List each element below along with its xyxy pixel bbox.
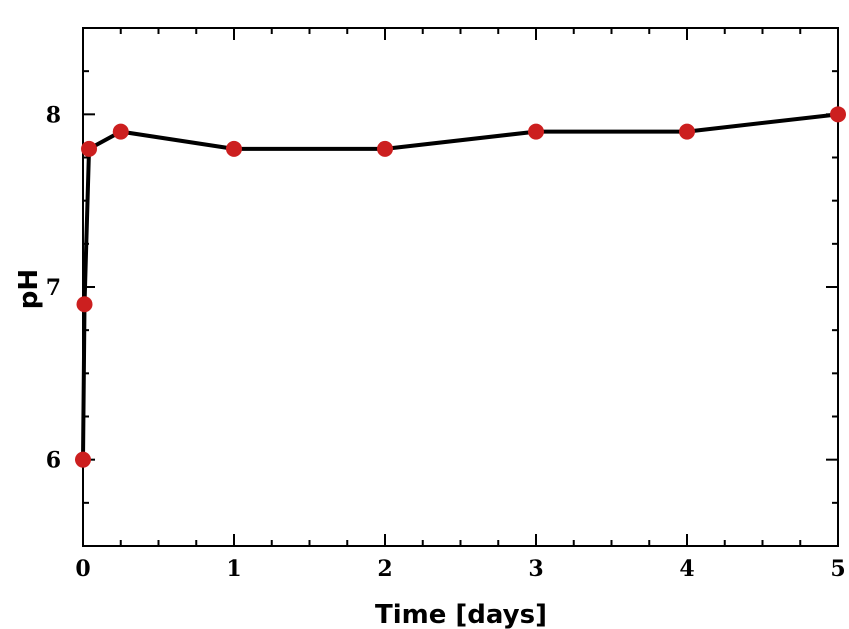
- x-tick-label: 1: [226, 556, 241, 582]
- data-point: [75, 451, 91, 468]
- data-series: [75, 106, 846, 468]
- y-tick-label: 7: [46, 275, 61, 301]
- data-point: [76, 296, 93, 313]
- x-tick-label: 5: [830, 556, 845, 582]
- x-axis-title: Time [days]: [375, 600, 547, 629]
- data-point: [528, 123, 544, 140]
- x-tick-labels: 0 1 2 3 4 5: [75, 556, 845, 582]
- data-point: [226, 140, 242, 157]
- axes: [82, 27, 839, 547]
- data-point: [830, 106, 846, 123]
- axis-ticks: [82, 27, 839, 547]
- data-point: [81, 140, 98, 157]
- plot-frame: [82, 27, 839, 547]
- x-tick-label: 0: [75, 556, 90, 582]
- data-point: [679, 123, 695, 140]
- y-tick-label: 8: [46, 102, 61, 128]
- data-point: [377, 140, 393, 157]
- data-point: [112, 123, 129, 140]
- series-line: [81, 112, 839, 460]
- x-tick-label: 4: [679, 556, 694, 582]
- y-tick-label: 6: [46, 448, 61, 474]
- y-axis-title: pH: [14, 269, 44, 309]
- x-tick-label: 3: [528, 556, 543, 582]
- x-tick-label: 2: [377, 556, 392, 582]
- y-tick-labels: 6 7 8: [46, 102, 61, 473]
